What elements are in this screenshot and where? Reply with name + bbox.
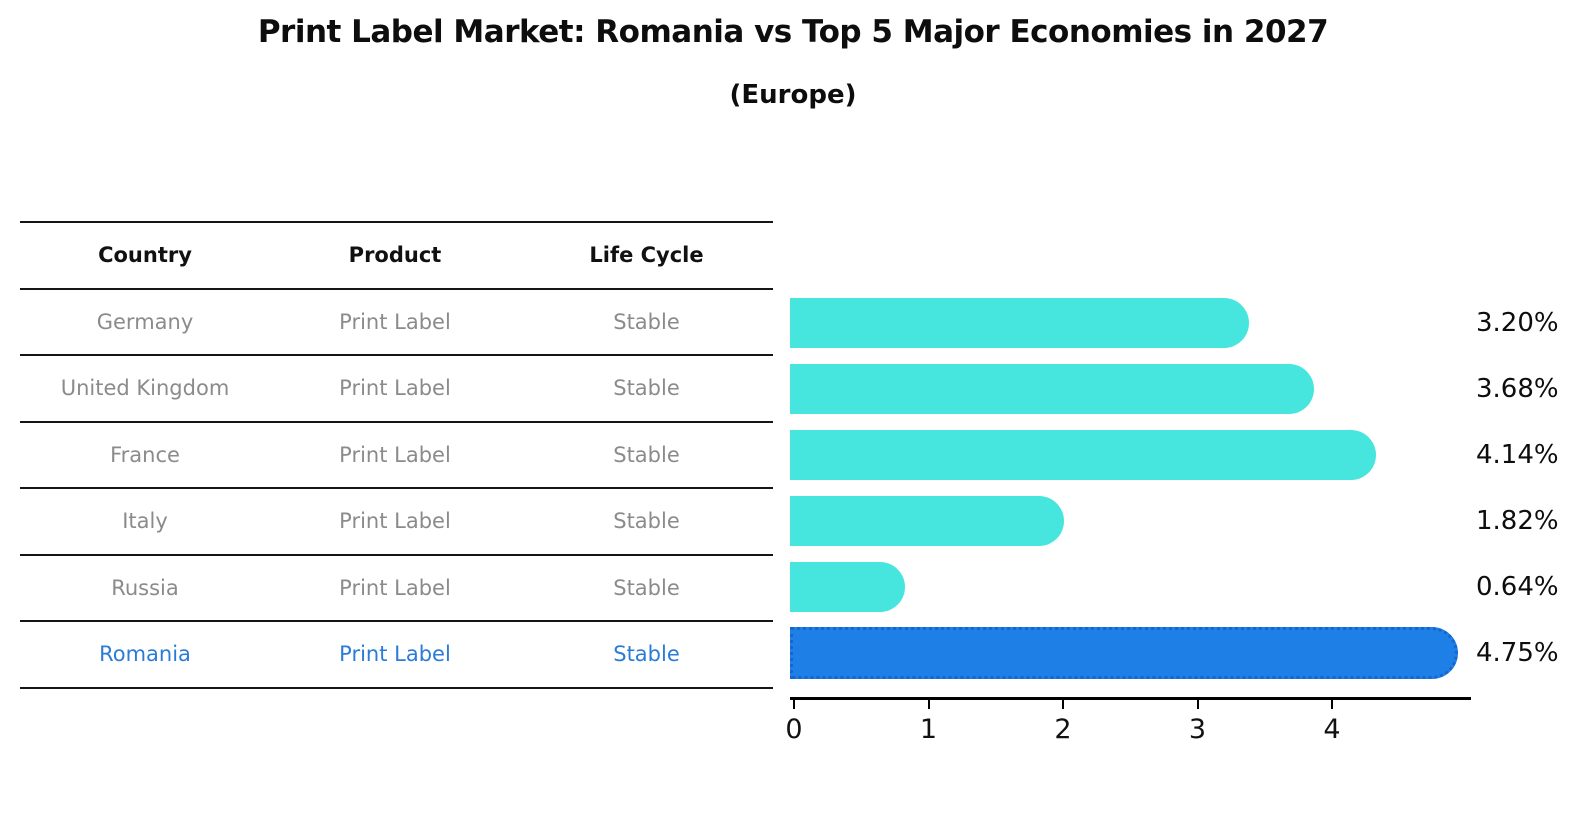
page-title: Print Label Market: Romania vs Top 5 Maj… <box>257 14 1329 50</box>
tick-label: 3 <box>1188 714 1207 745</box>
life-cycle-cell: Stable <box>613 575 680 600</box>
value-label: 4.14% <box>1476 440 1559 470</box>
product-cell: Print Label <box>339 509 451 534</box>
tick-mark <box>1331 700 1333 709</box>
value-label: 3.68% <box>1476 374 1559 404</box>
bar <box>790 430 1376 480</box>
value-label: 1.82% <box>1476 506 1559 536</box>
product-cell: Print Label <box>339 642 451 667</box>
bar <box>790 562 905 612</box>
life-cycle-cell: Stable <box>613 309 680 334</box>
bar-row: 4.75% <box>790 627 1586 694</box>
table-row: Romania Print Label Stable <box>20 622 773 689</box>
country-cell: Italy <box>122 509 168 534</box>
bar <box>790 496 1064 546</box>
table-header-row: Country Product Life Cycle <box>20 223 773 290</box>
bar-plot-area: 3.20% 3.68% 4.14% 1.82% 0.64% 4.75% <box>790 298 1586 698</box>
tick-label: 0 <box>785 714 803 745</box>
tick-label: 2 <box>1054 714 1072 745</box>
life-cycle-cell: Stable <box>613 509 680 534</box>
tick-mark <box>927 700 930 709</box>
tick-label: 1 <box>919 714 938 745</box>
tick-mark <box>1196 700 1199 709</box>
table-row: Germany Print Label Stable <box>20 290 773 356</box>
country-table: Country Product Life Cycle Germany Print… <box>20 221 773 689</box>
tick-mark <box>1062 700 1064 709</box>
table-row: France Print Label Stable <box>20 423 773 489</box>
x-axis-tick-labels: 0 1 2 3 4 <box>785 714 1393 754</box>
life-cycle-cell: Stable <box>613 642 680 667</box>
value-label: 4.75% <box>1476 638 1559 668</box>
tick-mark <box>793 700 795 709</box>
col-header-product: Product <box>348 243 442 268</box>
life-cycle-cell: Stable <box>613 376 680 401</box>
country-cell: Romania <box>99 642 191 667</box>
tick-label: 4 <box>1323 714 1341 745</box>
bar <box>790 364 1314 414</box>
bar <box>790 298 1249 348</box>
table-row: United Kingdom Print Label Stable <box>20 356 773 423</box>
life-cycle-cell: Stable <box>613 442 680 467</box>
col-header-life-cycle: Life Cycle <box>589 243 704 268</box>
product-cell: Print Label <box>339 575 451 600</box>
country-cell: Germany <box>96 309 194 334</box>
page-subtitle: (Europe) <box>729 80 857 110</box>
bar-row: 1.82% <box>790 496 1586 562</box>
country-cell: Russia <box>111 575 179 600</box>
bar-row: 0.64% <box>790 562 1586 628</box>
table-row: Russia Print Label Stable <box>20 556 773 622</box>
x-axis-ticks <box>793 700 1393 710</box>
country-cell: United Kingdom <box>60 376 230 401</box>
value-label: 3.20% <box>1476 308 1559 338</box>
product-cell: Print Label <box>339 309 451 334</box>
bar <box>790 627 1458 679</box>
col-header-country: Country <box>98 243 192 268</box>
country-cell: France <box>110 442 180 467</box>
product-cell: Print Label <box>339 376 451 401</box>
table-row: Italy Print Label Stable <box>20 489 773 556</box>
x-axis-line <box>790 697 1471 700</box>
bar-row: 4.14% <box>790 430 1586 496</box>
bar-row: 3.20% <box>790 298 1586 364</box>
value-label: 0.64% <box>1476 572 1559 602</box>
bar-row: 3.68% <box>790 364 1586 430</box>
product-cell: Print Label <box>339 442 451 467</box>
